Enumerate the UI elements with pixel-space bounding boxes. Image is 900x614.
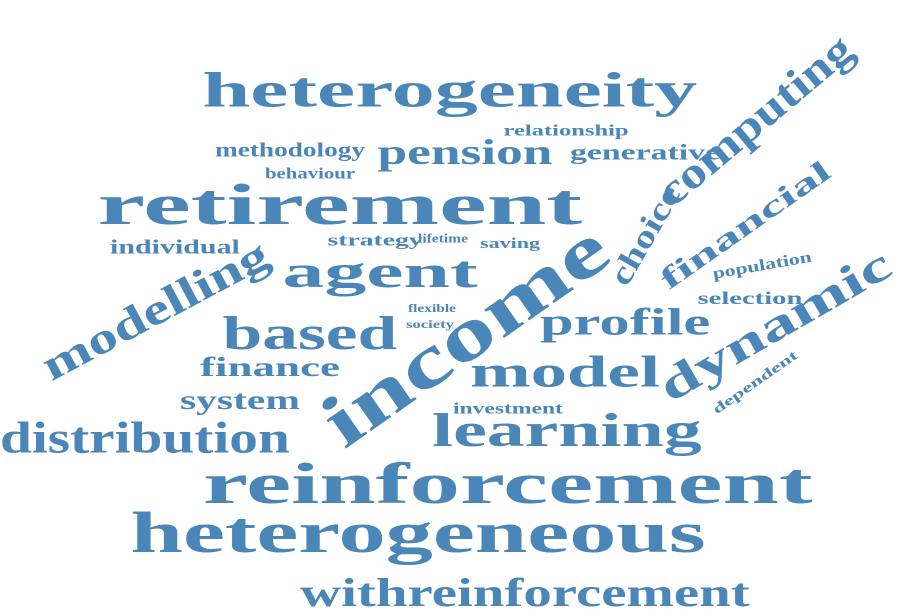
word-agent: agent	[282, 246, 478, 298]
word-heterogeneity: heterogeneity	[202, 62, 698, 118]
word-withreinforcement: withreinforcement	[300, 570, 750, 614]
word-relationship: relationship	[503, 121, 629, 139]
word-reinforcement: reinforcement	[202, 451, 813, 516]
word-society: society	[406, 317, 454, 331]
word-system: system	[180, 384, 300, 416]
word-learning: learning	[432, 403, 702, 457]
word-investment: investment	[453, 399, 563, 417]
word-profile: profile	[540, 300, 711, 343]
word-saving: saving	[480, 234, 541, 252]
word-generative: generative	[570, 139, 721, 165]
word-retirement: retirement	[97, 172, 583, 237]
word-pension: pension	[377, 131, 553, 172]
word-based: based	[222, 306, 398, 360]
word-individual: individual	[110, 235, 240, 258]
word-strategy: strategy	[327, 230, 423, 250]
word-selection: selection	[697, 287, 803, 308]
word-heterogeneous: heterogeneous	[130, 500, 706, 565]
word-lifetime: lifetime	[418, 230, 469, 246]
word-behaviour: behaviour	[265, 164, 356, 182]
word-finance: finance	[200, 351, 341, 383]
word-flexible: flexible	[408, 301, 457, 315]
word-methodology: methodology	[215, 138, 365, 161]
word-distribution: distribution	[0, 413, 290, 463]
word-model: model	[470, 347, 661, 397]
